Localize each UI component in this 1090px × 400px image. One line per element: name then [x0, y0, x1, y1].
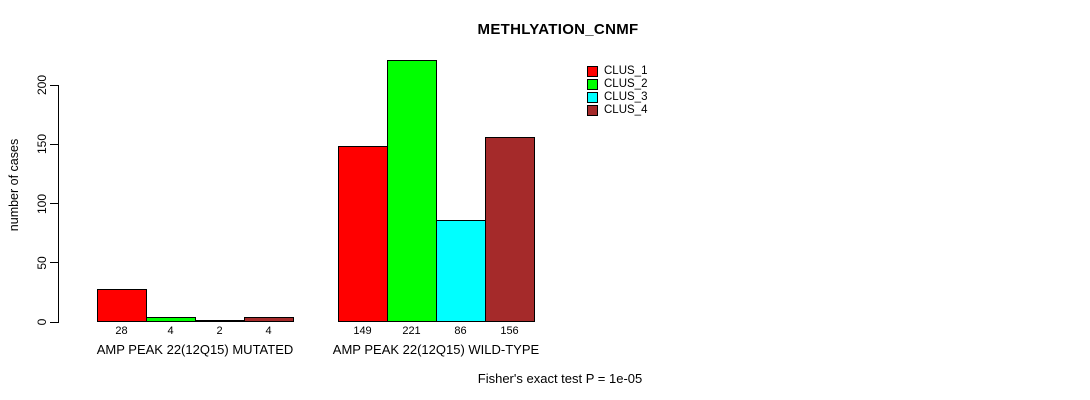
legend-swatch: [587, 105, 598, 116]
fisher-test-annotation: Fisher's exact test P = 1e-05: [477, 371, 643, 386]
y-tick-mark: [50, 321, 59, 323]
bar-value-label: 149: [353, 325, 372, 337]
y-axis-title: number of cases: [7, 138, 21, 232]
bar-value-label: 2: [216, 325, 223, 337]
bar-clus_3-mutated: [195, 320, 245, 322]
y-tick-mark: [50, 203, 59, 205]
y-tick-label: 0: [35, 318, 49, 326]
y-tick-mark: [50, 84, 59, 86]
y-tick-label: 200: [35, 75, 49, 96]
bar-value-label: 4: [167, 325, 174, 337]
y-tick-mark: [50, 143, 59, 145]
legend-label: CLUS_4: [604, 104, 648, 116]
x-category-label: AMP PEAK 22(12Q15) WILD-TYPE: [332, 342, 540, 357]
bar-clus_1-wild-type: [338, 146, 388, 322]
legend-swatch: [587, 79, 598, 90]
legend-label: CLUS_3: [604, 91, 648, 103]
legend-swatch: [587, 92, 598, 103]
legend-label: CLUS_1: [604, 65, 648, 77]
legend-item: CLUS_4: [587, 104, 647, 117]
y-tick-mark: [50, 262, 59, 264]
bar-value-label: 86: [454, 325, 467, 337]
legend-swatch: [587, 66, 598, 77]
y-tick-label: 50: [35, 256, 49, 270]
legend-item: CLUS_1: [587, 65, 647, 78]
bar-clus_4-mutated: [244, 317, 294, 322]
legend-item: CLUS_3: [587, 91, 647, 104]
bar-clus_1-mutated: [97, 289, 147, 322]
legend-label: CLUS_2: [604, 78, 648, 90]
bar-value-label: 156: [500, 325, 519, 337]
bar-value-label: 221: [402, 325, 421, 337]
bar-clus_2-mutated: [146, 317, 196, 322]
y-tick-label: 100: [35, 193, 49, 214]
bar-clus_3-wild-type: [436, 220, 486, 322]
legend: CLUS_1 CLUS_2 CLUS_3 CLUS_4: [587, 65, 647, 117]
legend-item: CLUS_2: [587, 78, 647, 91]
y-tick-label: 150: [35, 134, 49, 155]
x-category-label: AMP PEAK 22(12Q15) MUTATED: [96, 342, 294, 357]
bar-clus_4-wild-type: [485, 137, 535, 322]
bar-value-label: 4: [265, 325, 272, 337]
bar-value-label: 28: [115, 325, 128, 337]
bar-clus_2-wild-type: [387, 60, 437, 322]
chart-title: METHLYATION_CNMF: [477, 21, 639, 38]
